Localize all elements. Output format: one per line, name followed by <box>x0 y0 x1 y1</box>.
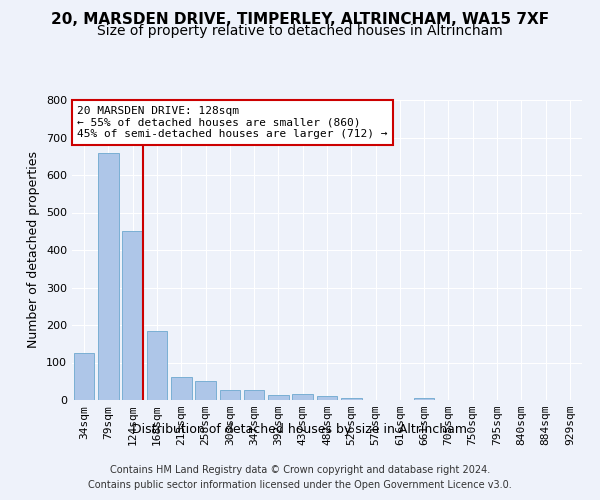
Bar <box>341 398 362 400</box>
Text: Distribution of detached houses by size in Altrincham: Distribution of detached houses by size … <box>133 422 467 436</box>
Bar <box>195 381 216 400</box>
Bar <box>317 396 337 400</box>
Text: 20 MARSDEN DRIVE: 128sqm
← 55% of detached houses are smaller (860)
45% of semi-: 20 MARSDEN DRIVE: 128sqm ← 55% of detach… <box>77 106 388 139</box>
Bar <box>244 390 265 400</box>
Bar <box>414 398 434 400</box>
Bar <box>74 353 94 400</box>
Y-axis label: Number of detached properties: Number of detached properties <box>28 152 40 348</box>
Bar <box>122 231 143 400</box>
Text: 20, MARSDEN DRIVE, TIMPERLEY, ALTRINCHAM, WA15 7XF: 20, MARSDEN DRIVE, TIMPERLEY, ALTRINCHAM… <box>51 12 549 28</box>
Bar <box>220 390 240 400</box>
Bar <box>146 330 167 400</box>
Bar <box>171 377 191 400</box>
Bar <box>292 394 313 400</box>
Text: Contains public sector information licensed under the Open Government Licence v3: Contains public sector information licen… <box>88 480 512 490</box>
Text: Size of property relative to detached houses in Altrincham: Size of property relative to detached ho… <box>97 24 503 38</box>
Bar <box>268 395 289 400</box>
Bar <box>98 152 119 400</box>
Text: Contains HM Land Registry data © Crown copyright and database right 2024.: Contains HM Land Registry data © Crown c… <box>110 465 490 475</box>
